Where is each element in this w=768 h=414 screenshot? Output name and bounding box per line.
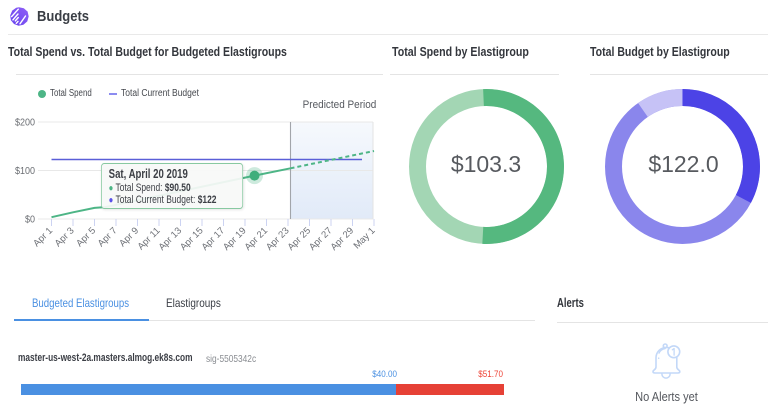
svg-text:Apr 25: Apr 25 bbox=[286, 225, 314, 253]
svg-text:Apr 13: Apr 13 bbox=[157, 225, 185, 253]
svg-text:Apr 17: Apr 17 bbox=[200, 225, 228, 253]
svg-text:$0: $0 bbox=[25, 214, 35, 226]
svg-text:$200: $200 bbox=[15, 117, 35, 129]
svg-text:Apr 23: Apr 23 bbox=[264, 225, 292, 253]
svg-text:Apr 7: Apr 7 bbox=[96, 225, 120, 249]
svg-text:Apr 1: Apr 1 bbox=[31, 225, 55, 249]
svg-text:Apr 19: Apr 19 bbox=[221, 225, 249, 253]
svg-text:Apr 27: Apr 27 bbox=[307, 225, 335, 253]
svg-text:Apr 21: Apr 21 bbox=[243, 225, 271, 253]
svg-text:Apr 5: Apr 5 bbox=[74, 225, 98, 249]
svg-text:Apr 3: Apr 3 bbox=[53, 225, 77, 249]
svg-text:Apr 15: Apr 15 bbox=[178, 225, 206, 253]
svg-text:$100: $100 bbox=[15, 165, 35, 177]
svg-text:Apr 29: Apr 29 bbox=[329, 225, 357, 253]
svg-text:May 1: May 1 bbox=[352, 225, 378, 251]
